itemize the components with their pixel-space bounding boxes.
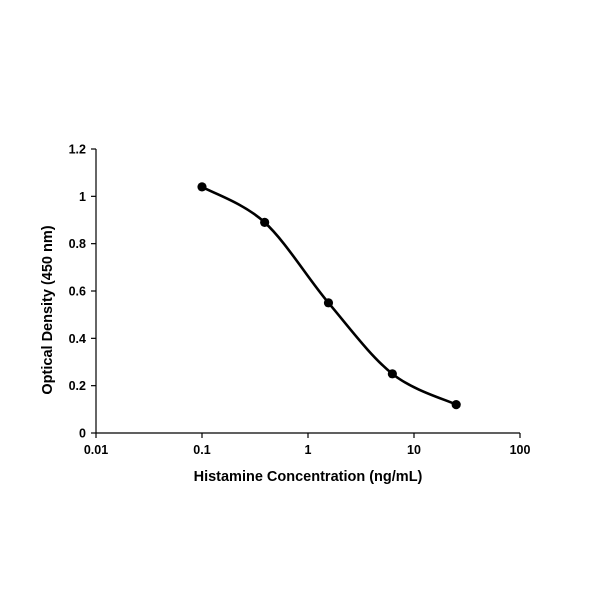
x-tick-label: 100 xyxy=(510,443,531,457)
data-point xyxy=(197,182,207,192)
y-tick-label: 0 xyxy=(79,427,86,441)
y-tick-label: 0.4 xyxy=(69,332,86,346)
y-tick-label: 0.8 xyxy=(69,237,86,251)
series-layer xyxy=(197,182,461,410)
x-axis-ticks: 0.01 0.1 1 10 100 xyxy=(84,433,531,457)
y-axis-title: Optical Density (450 nm) xyxy=(40,225,56,394)
data-point xyxy=(323,298,334,308)
x-tick-label: 0.1 xyxy=(193,443,210,457)
y-tick-label: 0.2 xyxy=(69,379,86,393)
y-tick-label: 0.6 xyxy=(69,285,86,299)
data-point xyxy=(387,369,397,379)
y-axis-ticks: 0 0.2 0.4 0.6 0.8 1 1.2 xyxy=(69,143,96,441)
y-tick-label: 1.2 xyxy=(69,143,86,157)
y-tick-label: 1 xyxy=(79,190,86,204)
plot-area xyxy=(95,149,520,434)
x-axis-title: Histamine Concentration (ng/mL) xyxy=(194,469,423,485)
series-line xyxy=(200,185,458,406)
x-tick-label: 10 xyxy=(407,443,421,457)
x-tick-label: 0.01 xyxy=(84,443,108,457)
data-point xyxy=(451,400,461,410)
x-tick-label: 1 xyxy=(305,443,312,457)
data-point xyxy=(260,217,270,227)
